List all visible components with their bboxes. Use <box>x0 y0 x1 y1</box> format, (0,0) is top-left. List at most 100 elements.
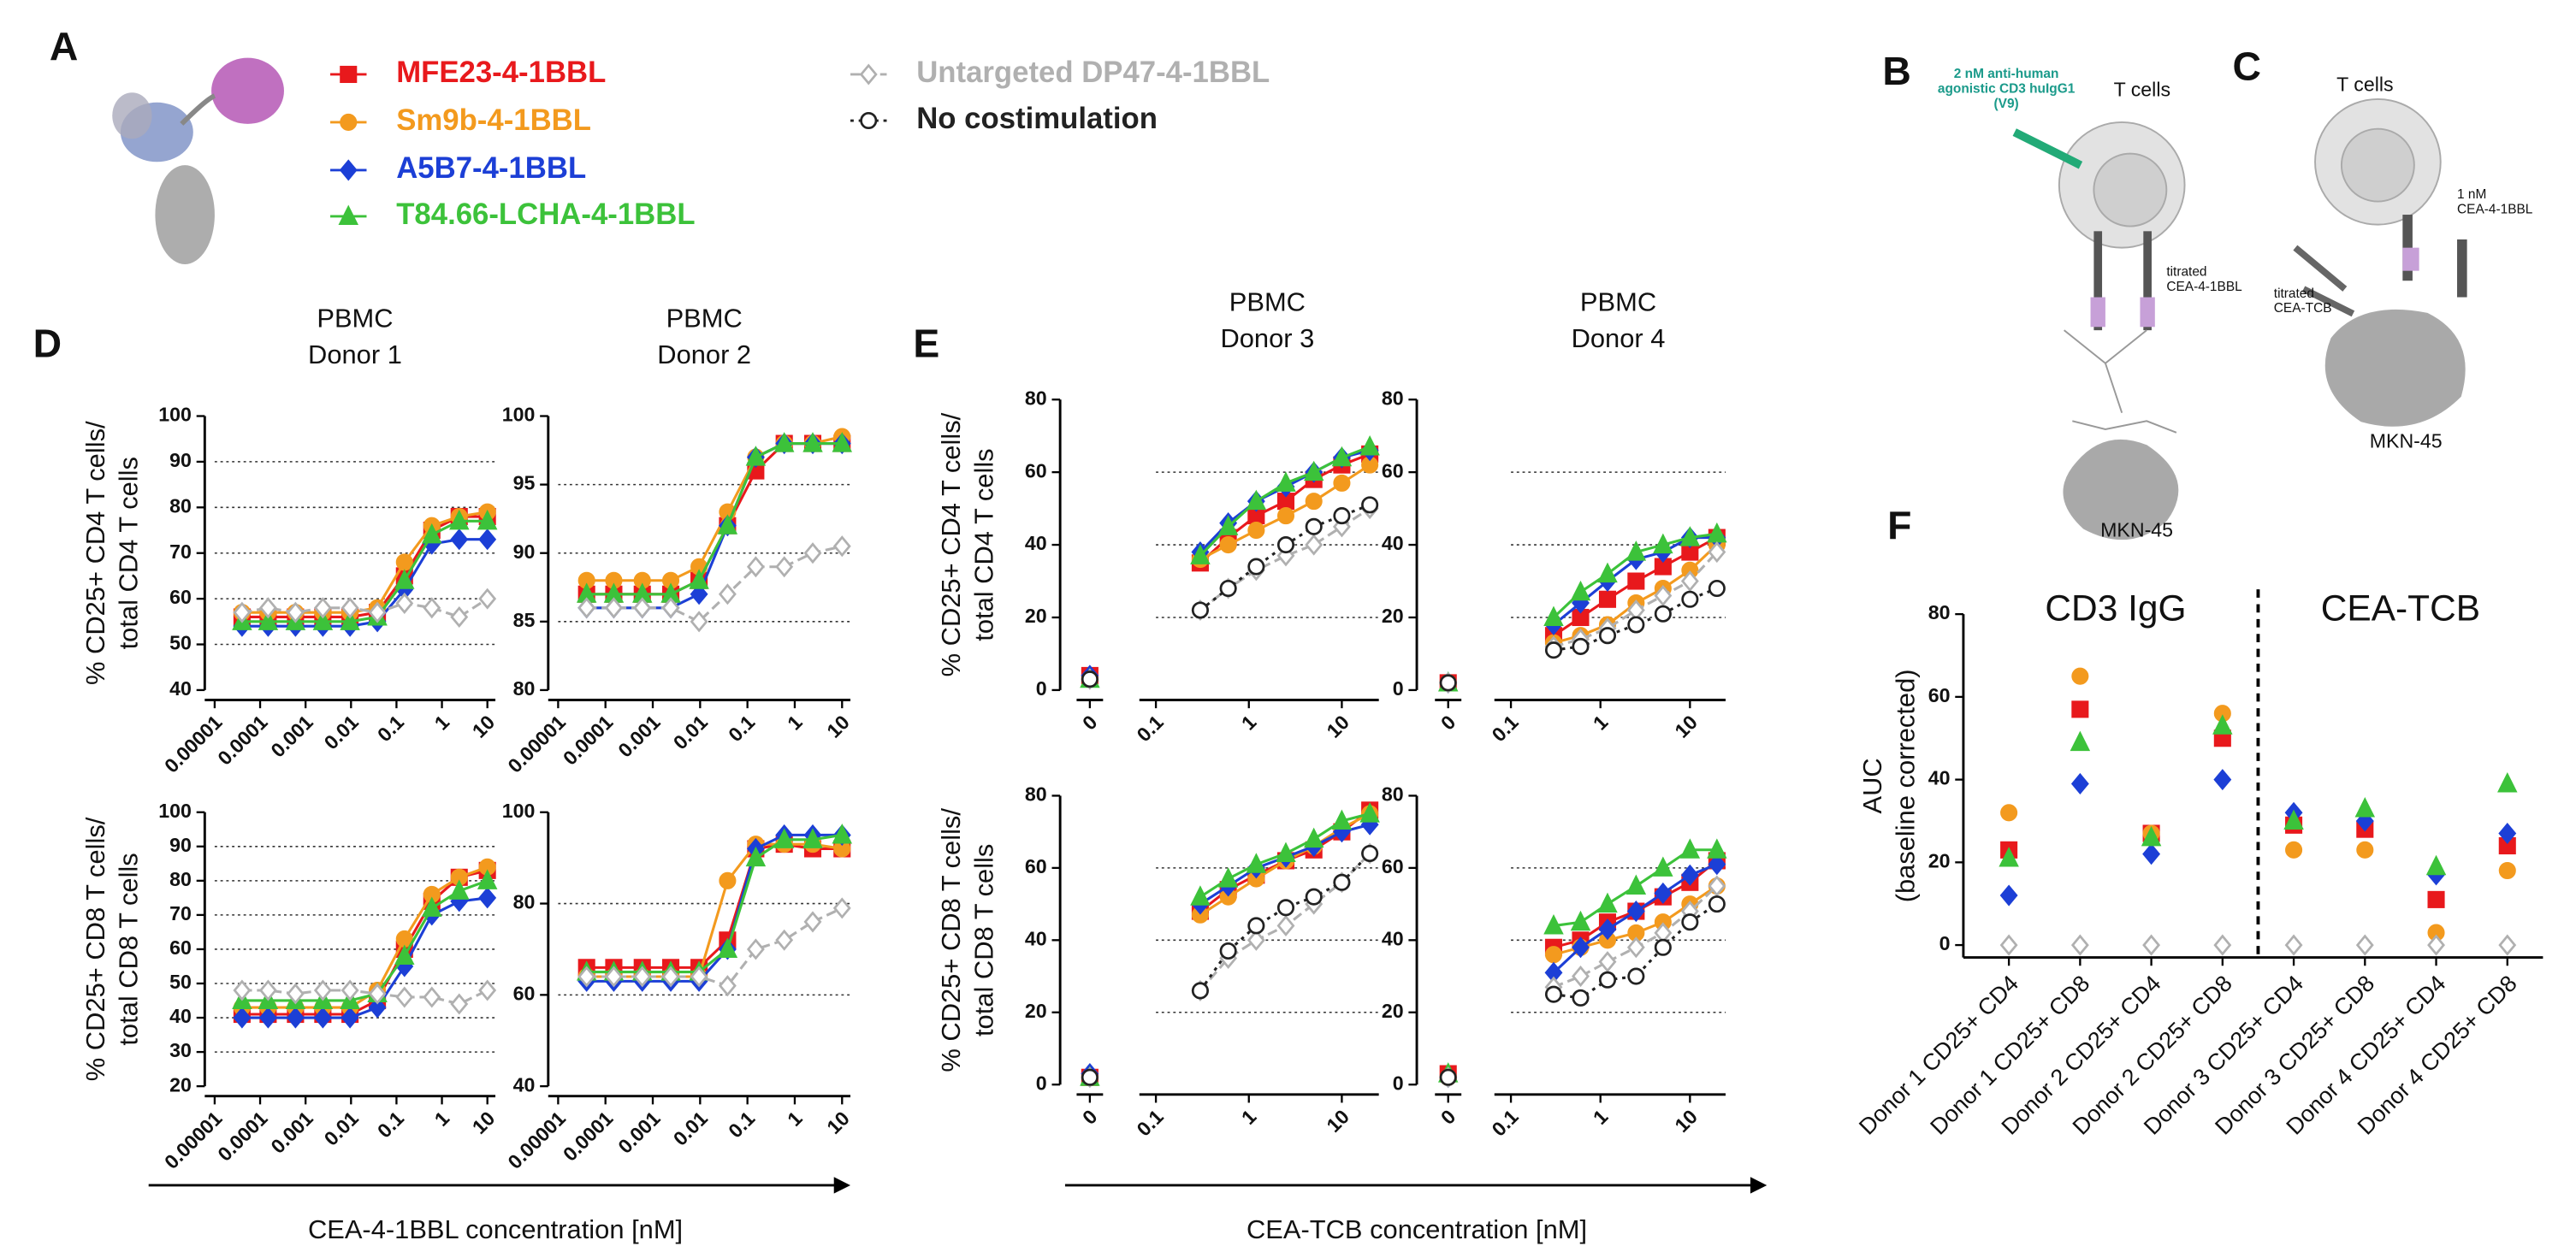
data-point <box>1999 847 2019 867</box>
data-point <box>1247 917 1265 935</box>
data-point <box>341 979 359 1001</box>
x-tick-label: 10 <box>1322 711 1353 742</box>
data-point <box>1654 584 1673 607</box>
data-point <box>312 610 334 630</box>
data-point <box>1598 971 1617 989</box>
x-tick-label: 0.001 <box>266 711 317 761</box>
chart-title: Donor 3 <box>1220 323 1314 353</box>
data-point <box>478 588 497 610</box>
data-point <box>1626 874 1647 895</box>
data-point <box>1598 627 1617 645</box>
data-point <box>745 446 767 466</box>
data-point <box>286 983 305 1005</box>
y-tick-label: 40 <box>1382 532 1404 554</box>
series-line <box>586 442 843 610</box>
data-point <box>2284 934 2303 956</box>
data-point <box>2070 934 2089 956</box>
y-tick-label: 100 <box>502 404 536 426</box>
axis-arrowhead <box>833 1177 851 1194</box>
legend-marker <box>859 63 878 86</box>
data-point <box>449 879 470 900</box>
data-point <box>478 529 497 551</box>
annotation: (V9) <box>1994 97 2019 111</box>
y-tick-label: 0 <box>1036 677 1047 700</box>
data-point <box>1276 536 1295 554</box>
y-tick-label: 40 <box>1382 927 1404 949</box>
x-tick-label: 0 <box>1436 1105 1460 1128</box>
annotation: CEA-TCB <box>2274 301 2332 316</box>
data-point <box>1707 522 1727 543</box>
data-point <box>1598 590 1617 608</box>
y-tick-label: 20 <box>1025 1000 1047 1022</box>
data-point <box>2070 772 2089 794</box>
y-axis-label: % CD25+ CD4 T cells/ <box>80 421 110 685</box>
data-point <box>1707 838 1727 859</box>
panel-label: F <box>1887 503 1911 547</box>
data-point <box>633 597 652 619</box>
legend-marker <box>340 65 358 84</box>
y-tick-label: 90 <box>169 449 192 471</box>
data-point <box>478 979 497 1001</box>
data-point <box>661 597 680 619</box>
data-point <box>2070 730 2091 752</box>
data-point <box>1305 517 1323 535</box>
x-tick-label: 0 <box>1078 711 1101 734</box>
x-tick-label: 0.1 <box>1488 1105 1523 1140</box>
data-point <box>368 983 387 1005</box>
panel-c-illustration <box>2293 97 2467 427</box>
x-tick-label: 10 <box>468 711 500 742</box>
legend-label: Sm9b-4-1BBL <box>396 104 591 137</box>
series-line <box>586 545 843 623</box>
x-tick-label: 0 <box>1078 1105 1101 1128</box>
chart-title: PBMC <box>1580 286 1656 316</box>
data-point <box>2355 934 2374 956</box>
annotation: CEA-4-1BBL <box>2457 202 2533 216</box>
data-point <box>1654 882 1673 904</box>
data-point <box>1597 562 1618 583</box>
series-line <box>586 442 843 596</box>
data-point <box>258 1007 277 1029</box>
data-point <box>773 828 795 848</box>
series-line <box>241 597 489 619</box>
data-point <box>258 597 277 619</box>
y-tick-label: 20 <box>169 1073 192 1096</box>
data-point <box>233 979 252 1001</box>
data-point <box>690 966 708 988</box>
data-point <box>1276 842 1296 863</box>
data-point <box>1543 913 1564 935</box>
y-tick-label: 100 <box>502 800 536 822</box>
data-point <box>477 869 498 889</box>
data-point <box>1679 526 1701 546</box>
series-line <box>586 842 843 969</box>
data-point <box>1439 1068 1457 1086</box>
x-tick-label: 0 <box>1436 711 1460 734</box>
data-point <box>803 542 822 564</box>
data-point <box>1191 982 1209 1000</box>
y-tick-label: 50 <box>169 632 192 654</box>
annotation: 2 nM anti-human <box>1954 67 2059 81</box>
chart-title: Donor 1 <box>308 340 402 369</box>
chart-title: Donor 4 <box>1572 323 1666 353</box>
data-point <box>604 966 623 988</box>
data-point <box>2285 841 2303 859</box>
data-point <box>1217 867 1239 888</box>
x-tick-label: 0.00001 <box>160 1107 227 1173</box>
x-tick-label: 10 <box>1670 711 1702 742</box>
x-tick-label: 0.1 <box>373 1107 408 1142</box>
data-point <box>1276 507 1295 525</box>
x-tick-label: 0.1 <box>1488 711 1523 746</box>
data-point <box>2142 843 2161 865</box>
y-tick-label: 0 <box>1393 677 1404 700</box>
data-point <box>1627 616 1645 634</box>
x-tick-label: 0.1 <box>724 711 759 746</box>
y-tick-label: 60 <box>169 936 192 959</box>
chart-title: Donor 2 <box>657 340 751 369</box>
y-tick-label: 70 <box>169 902 192 924</box>
data-point <box>1305 493 1323 511</box>
data-point <box>1219 942 1237 960</box>
y-tick-label: 85 <box>513 609 536 631</box>
data-point <box>1276 914 1295 936</box>
data-point <box>1570 910 1591 931</box>
data-point <box>746 556 765 578</box>
